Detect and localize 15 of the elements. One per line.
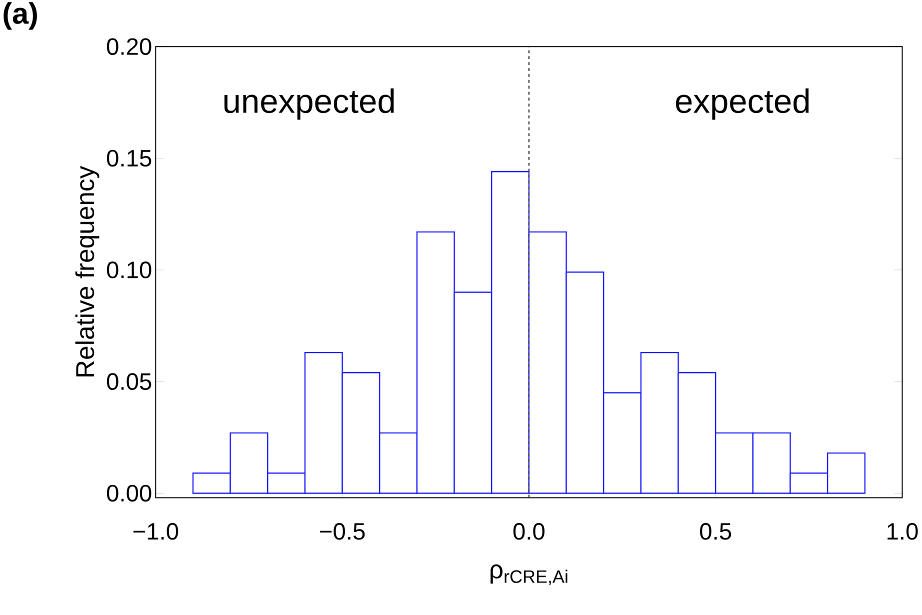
y-tick-label: 0.20 [106,38,152,56]
x-tick-label: −1.0 [133,523,178,540]
y-tick-label: 0.00 [106,485,152,502]
y-tick-label: 0.10 [106,262,152,278]
x-tick-label: 1.0 [888,523,918,540]
x-tick-label: 0.5 [700,523,732,540]
x-tick-label: −0.5 [320,523,365,540]
annotation: expected [676,88,809,120]
y-tick-label: 0.15 [106,150,152,167]
y-axis-title: Relative frequency [75,166,100,377]
x-tick-label: 0.0 [513,523,544,540]
x-axis-title: ρ$_{rCRE,Ai}$ [490,564,568,586]
annotation: unexpected [224,88,394,120]
text: (a) [4,2,37,30]
y-tick-label: 0.05 [106,373,152,390]
